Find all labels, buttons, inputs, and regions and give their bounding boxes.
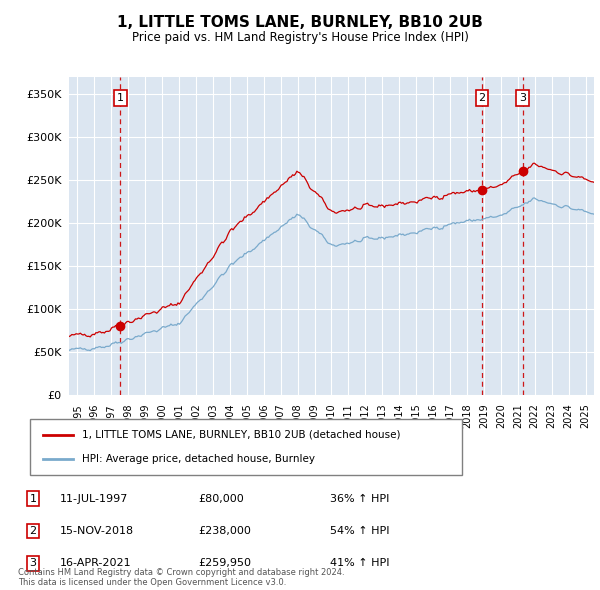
Text: 36% ↑ HPI: 36% ↑ HPI: [330, 494, 389, 503]
Text: £238,000: £238,000: [198, 526, 251, 536]
Text: 1, LITTLE TOMS LANE, BURNLEY, BB10 2UB: 1, LITTLE TOMS LANE, BURNLEY, BB10 2UB: [117, 15, 483, 30]
Text: Contains HM Land Registry data © Crown copyright and database right 2024.
This d: Contains HM Land Registry data © Crown c…: [18, 568, 344, 587]
Text: 1, LITTLE TOMS LANE, BURNLEY, BB10 2UB (detached house): 1, LITTLE TOMS LANE, BURNLEY, BB10 2UB (…: [82, 430, 400, 440]
Text: Price paid vs. HM Land Registry's House Price Index (HPI): Price paid vs. HM Land Registry's House …: [131, 31, 469, 44]
Text: 2: 2: [478, 93, 485, 103]
Text: 2: 2: [29, 526, 37, 536]
Text: 1: 1: [117, 93, 124, 103]
Text: £80,000: £80,000: [198, 494, 244, 503]
Text: £259,950: £259,950: [198, 559, 251, 568]
Text: 3: 3: [519, 93, 526, 103]
Text: 15-NOV-2018: 15-NOV-2018: [60, 526, 134, 536]
Text: 54% ↑ HPI: 54% ↑ HPI: [330, 526, 389, 536]
Text: 16-APR-2021: 16-APR-2021: [60, 559, 131, 568]
Text: 11-JUL-1997: 11-JUL-1997: [60, 494, 128, 503]
Text: HPI: Average price, detached house, Burnley: HPI: Average price, detached house, Burn…: [82, 454, 315, 464]
Text: 41% ↑ HPI: 41% ↑ HPI: [330, 559, 389, 568]
Text: 1: 1: [29, 494, 37, 503]
Text: 3: 3: [29, 559, 37, 568]
FancyBboxPatch shape: [30, 419, 462, 475]
